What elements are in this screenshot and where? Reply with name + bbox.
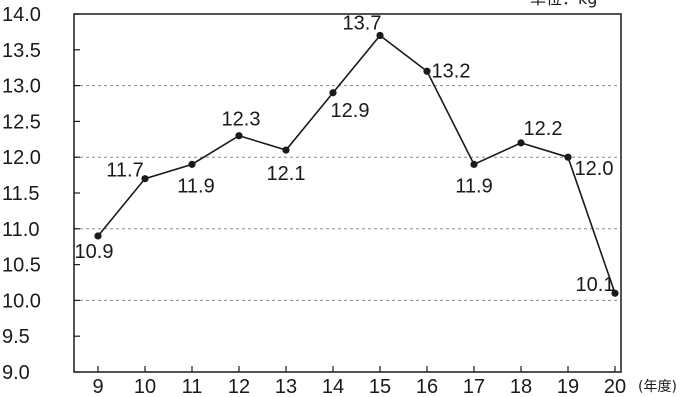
x-tick-label: 20	[604, 376, 626, 397]
x-tick-label: 11	[182, 376, 203, 397]
y-tick-label: 11.5	[2, 183, 39, 205]
data-labels: 10.9 11.7 11.9 12.3 12.1 12.9 13.7 13.2 11.9 12.2…	[75, 12, 615, 296]
data-label: 10.1	[576, 274, 615, 296]
data-label: 10.9	[75, 241, 114, 263]
data-point	[235, 132, 243, 140]
data-points	[94, 31, 619, 297]
x-tick-label: 18	[510, 376, 532, 397]
data-point	[517, 139, 525, 147]
data-label: 12.9	[331, 100, 370, 122]
data-point	[141, 175, 149, 183]
x-tick-label: 17	[463, 376, 485, 397]
x-tick-label: 19	[557, 376, 579, 397]
y-tick-label: 12.5	[2, 111, 41, 133]
y-axis-ticks: 9.0 9.5 10.0 10.5 11.0 11.5 12.0 12.5 13.0 13.5 14…	[2, 4, 80, 384]
data-label: 11.9	[455, 175, 492, 197]
data-point	[611, 289, 619, 297]
data-point	[329, 89, 337, 97]
y-tick-label: 13.0	[2, 76, 41, 98]
data-point	[423, 67, 431, 75]
data-label: 13.2	[432, 60, 471, 82]
x-tick-label: 13	[275, 376, 297, 397]
y-tick-label: 9.5	[2, 326, 30, 348]
y-tick-label: 14.0	[2, 4, 41, 26]
plot-frame	[73, 13, 622, 373]
y-tick-label: 9.0	[2, 362, 30, 384]
data-point	[564, 153, 572, 161]
x-tick-label: 9	[92, 376, 103, 397]
data-point	[470, 160, 478, 168]
data-label: 11.9	[177, 175, 214, 197]
series-line	[97, 34, 616, 294]
y-tick-label: 10.0	[2, 290, 41, 312]
x-tick-label: 12	[228, 376, 250, 397]
data-point	[94, 232, 102, 240]
x-axis-ticks: 9 10 11 12 13 14 15 16 17 18 19 20	[92, 366, 626, 397]
x-axis-unit-label: (年度)	[638, 379, 677, 395]
data-point	[282, 146, 290, 154]
x-tick-label: 14	[322, 376, 344, 397]
y-tick-label: 11.0	[2, 219, 39, 241]
data-label: 12.3	[222, 109, 261, 131]
data-point	[376, 31, 384, 40]
grid-lines	[74, 85, 621, 301]
data-label: 12.0	[575, 158, 614, 180]
x-tick-label: 15	[369, 376, 391, 397]
data-label: 11.7	[106, 160, 143, 182]
y-tick-label: 13.5	[2, 40, 41, 62]
x-tick-label: 10	[134, 376, 156, 397]
data-point	[188, 160, 196, 168]
data-label: 12.1	[267, 163, 306, 185]
data-label: 12.2	[524, 118, 563, 140]
y-axis-unit-label: 単位：kg	[530, 0, 597, 8]
y-tick-label: 12.0	[2, 147, 41, 169]
y-tick-label: 10.5	[2, 255, 41, 277]
x-tick-label: 16	[416, 376, 438, 397]
data-label: 13.7	[343, 12, 382, 34]
